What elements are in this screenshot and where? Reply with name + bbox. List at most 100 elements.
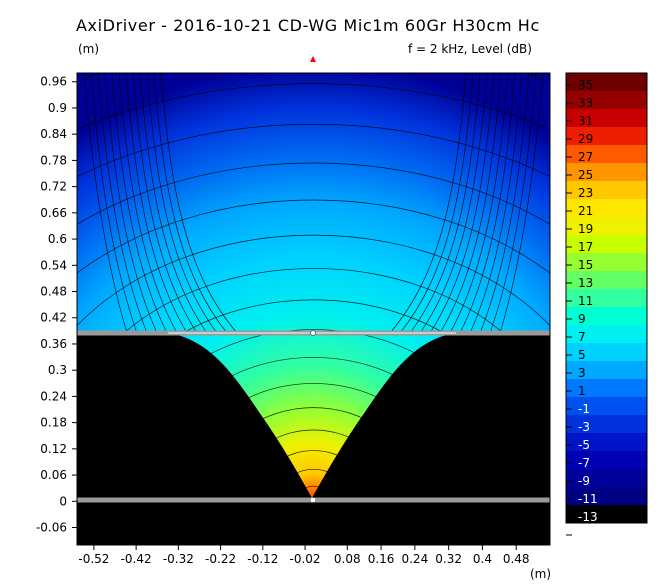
contour-line	[419, 73, 488, 334]
color-scale-band	[566, 307, 647, 325]
color-scale-band	[566, 289, 647, 307]
color-scale-band	[566, 469, 647, 487]
x-axis: -0.52 -0.42 -0.32 -0.22 -0.12 -0.02 0.08 0.16 0.…	[78, 545, 530, 566]
contour-line	[77, 83, 550, 130]
color-scale-band	[566, 343, 647, 361]
source-marker	[311, 498, 315, 502]
contour-line	[469, 73, 523, 334]
contour-line	[77, 162, 550, 225]
x-tick-label: -0.42	[121, 552, 152, 566]
color-scale-label: -7	[578, 456, 590, 470]
color-scale-band	[566, 145, 647, 163]
color-scale-label: 29	[578, 132, 593, 146]
contour-line	[97, 73, 148, 334]
color-scale-label: -1	[578, 402, 590, 416]
frequency-level-label: f = 2 kHz, Level (dB)	[408, 42, 532, 56]
color-scale-label: 9	[578, 312, 586, 326]
color-scale-label: 1	[578, 384, 586, 398]
y-axis: 0.96 0.9 0.84 0.78 0.72 0.66 0.6 0.54 0.48 0.42 0.…	[36, 75, 77, 535]
x-tick-label: -0.52	[78, 552, 109, 566]
color-scale-label: 25	[578, 168, 593, 182]
contour-line	[499, 73, 544, 334]
contour-line	[125, 73, 188, 334]
chart-title: AxiDriver - 2016-10-21 CD-WG Mic1m 60Gr …	[76, 16, 540, 35]
color-scale-label: 3	[578, 366, 586, 380]
y-tick-label: 0.84	[40, 127, 67, 141]
color-scale-band	[566, 379, 647, 397]
color-scale-label: 11	[578, 294, 593, 308]
contour-line	[146, 73, 218, 334]
y-tick-label: 0	[59, 494, 67, 508]
y-tick-label: 0.3	[48, 363, 67, 377]
y-tick-label: 0.06	[40, 468, 67, 482]
x-tick-label: 0.32	[435, 552, 462, 566]
x-tick-label: -0.02	[290, 552, 321, 566]
color-scale-label: 17	[578, 240, 593, 254]
color-scale-band	[566, 73, 647, 91]
color-scale-label: 33	[578, 96, 593, 110]
contour-line	[153, 73, 228, 334]
y-tick-label: -0.06	[36, 521, 67, 535]
color-scale-band	[566, 217, 647, 235]
contour-line	[409, 73, 481, 334]
color-scale-label: -13	[578, 510, 598, 524]
contour-line	[77, 199, 550, 274]
contour-line	[111, 73, 168, 334]
color-scale-label: 15	[578, 258, 593, 272]
color-scale-band	[566, 127, 647, 145]
contour-line	[429, 73, 495, 334]
y-tick-label: 0.78	[40, 153, 67, 167]
color-scale-label: -5	[578, 438, 590, 452]
color-scale-label: 19	[578, 222, 593, 236]
color-scale-band	[566, 397, 647, 415]
contour-line	[77, 123, 550, 178]
color-scale-label: -9	[578, 474, 590, 488]
x-tick-label: 0.24	[401, 552, 428, 566]
color-scale-label: 35	[578, 78, 593, 92]
y-tick-label: 0.54	[40, 258, 67, 272]
x-tick-label: 0.08	[334, 552, 361, 566]
enclosure-mask	[77, 333, 550, 545]
color-scale-band	[566, 433, 647, 451]
color-scale-band	[566, 361, 647, 379]
color-scale-band	[566, 109, 647, 127]
color-scale-label: 23	[578, 186, 593, 200]
y-tick-label: 0.12	[40, 442, 67, 456]
color-scale: 3533312927252321191715131197531-1-3-5-7-…	[565, 72, 648, 542]
y-tick-label: 0.18	[40, 416, 67, 430]
color-scale-band	[566, 199, 647, 217]
y-tick-label: 0.72	[40, 180, 67, 194]
color-scale-label: -15	[578, 528, 598, 542]
x-tick-label: 0.48	[503, 552, 530, 566]
contour-line	[104, 73, 158, 334]
y-tick-label: 0.96	[40, 75, 67, 89]
contour-line	[479, 73, 530, 334]
color-scale-band	[566, 253, 647, 271]
color-scale-band	[566, 91, 647, 109]
y-tick-label: 0.48	[40, 285, 67, 299]
y-tick-label: 0.42	[40, 311, 67, 325]
contour-line	[389, 73, 467, 334]
color-scale-frame	[565, 72, 648, 524]
x-tick-label: 0.16	[368, 552, 395, 566]
y-tick-label: 0.66	[40, 206, 67, 220]
plot-frame	[76, 72, 551, 546]
color-scale-band	[566, 415, 647, 433]
contour-line	[77, 234, 550, 327]
y-tick-label: 0.24	[40, 389, 67, 403]
x-unit-label: (m)	[530, 567, 552, 581]
x-tick-label: -0.12	[247, 552, 278, 566]
color-scale-band	[566, 163, 647, 181]
y-tick-label: 0.6	[48, 232, 67, 246]
contour-line	[439, 73, 502, 334]
color-scale-band	[566, 271, 647, 289]
contour-line	[139, 73, 208, 334]
color-scale-label: -11	[578, 492, 598, 506]
contour-line	[118, 73, 178, 334]
color-scale-label: 27	[578, 150, 593, 164]
mouth-center-marker	[310, 330, 316, 336]
contour-line	[449, 73, 509, 334]
contour-line	[459, 73, 516, 334]
x-tick-label: -0.32	[163, 552, 194, 566]
